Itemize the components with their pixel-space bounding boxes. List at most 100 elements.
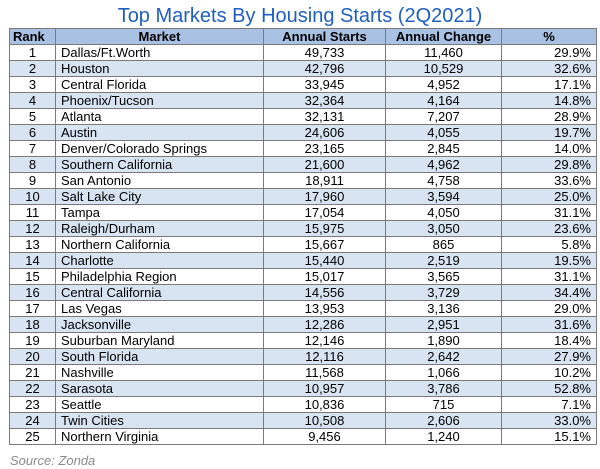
cell-market: Twin Cities [55,412,264,429]
cell-percent: 5.8% [501,236,597,253]
cell-percent: 18.4% [501,332,597,349]
cell-annual-change: 4,952 [385,76,502,93]
cell-market: Northern Virginia [55,428,264,445]
table-row: 19 Suburban Maryland 12,146 1,890 18.4% [9,332,597,349]
cell-annual-change: 3,594 [385,188,502,205]
cell-annual-change: 715 [385,396,502,413]
table-row: 2 Houston 42,796 10,529 32.6% [9,60,597,77]
table-row: 18 Jacksonville 12,286 2,951 31.6% [9,316,597,333]
table-row: 9 San Antonio 18,911 4,758 33.6% [9,172,597,189]
cell-rank: 14 [9,252,56,269]
cell-market: South Florida [55,348,264,365]
cell-percent: 19.7% [501,124,597,141]
cell-annual-starts: 21,600 [263,156,386,173]
table-row: 7 Denver/Colorado Springs 23,165 2,845 14.0% [9,140,597,157]
header-rank: Rank [9,28,56,45]
header-percent: % [501,28,597,45]
cell-rank: 7 [9,140,56,157]
cell-market: Central Florida [55,76,264,93]
cell-annual-change: 1,240 [385,428,502,445]
header-row: Rank Market Annual Starts Annual Change … [9,28,597,45]
cell-percent: 32.6% [501,60,597,77]
cell-rank: 3 [9,76,56,93]
cell-percent: 31.6% [501,316,597,333]
cell-annual-change: 3,565 [385,268,502,285]
cell-rank: 10 [9,188,56,205]
cell-annual-change: 3,786 [385,380,502,397]
cell-annual-change: 3,729 [385,284,502,301]
cell-market: Denver/Colorado Springs [55,140,264,157]
housing-starts-table: Rank Market Annual Starts Annual Change … [9,28,597,445]
cell-annual-starts: 49,733 [263,44,386,61]
cell-annual-starts: 10,508 [263,412,386,429]
table-row: 25 Northern Virginia 9,456 1,240 15.1% [9,428,597,445]
cell-annual-starts: 13,953 [263,300,386,317]
cell-annual-change: 10,529 [385,60,502,77]
cell-percent: 10.2% [501,364,597,381]
cell-percent: 25.0% [501,188,597,205]
cell-annual-change: 2,606 [385,412,502,429]
table-row: 14 Charlotte 15,440 2,519 19.5% [9,252,597,269]
cell-rank: 17 [9,300,56,317]
page-title: Top Markets By Housing Starts (2Q2021) [117,5,483,27]
cell-annual-starts: 33,945 [263,76,386,93]
table-row: 16 Central California 14,556 3,729 34.4% [9,284,597,301]
cell-rank: 20 [9,348,56,365]
cell-annual-starts: 10,957 [263,380,386,397]
table-row: 11 Tampa 17,054 4,050 31.1% [9,204,597,221]
cell-annual-starts: 17,054 [263,204,386,221]
cell-annual-starts: 18,911 [263,172,386,189]
cell-percent: 23.6% [501,220,597,237]
table-row: 4 Phoenix/Tucson 32,364 4,164 14.8% [9,92,597,109]
cell-market: Dallas/Ft.Worth [55,44,264,61]
cell-annual-starts: 15,975 [263,220,386,237]
table-row: 12 Raleigh/Durham 15,975 3,050 23.6% [9,220,597,237]
cell-annual-change: 7,207 [385,108,502,125]
cell-percent: 27.9% [501,348,597,365]
cell-rank: 22 [9,380,56,397]
cell-annual-change: 1,066 [385,364,502,381]
cell-annual-starts: 23,165 [263,140,386,157]
table-row: 1 Dallas/Ft.Worth 49,733 11,460 29.9% [9,44,597,61]
header-annual-change: Annual Change [385,28,502,45]
cell-market: Jacksonville [55,316,264,333]
cell-market: Central California [55,284,264,301]
cell-annual-change: 2,519 [385,252,502,269]
table-row: 17 Las Vegas 13,953 3,136 29.0% [9,300,597,317]
cell-annual-starts: 42,796 [263,60,386,77]
cell-market: Las Vegas [55,300,264,317]
cell-annual-change: 2,845 [385,140,502,157]
cell-annual-starts: 12,116 [263,348,386,365]
cell-market: Nashville [55,364,264,381]
cell-annual-change: 4,164 [385,92,502,109]
cell-percent: 7.1% [501,396,597,413]
cell-percent: 17.1% [501,76,597,93]
table-row: 13 Northern California 15,667 865 5.8% [9,236,597,253]
cell-annual-starts: 12,286 [263,316,386,333]
cell-market: Salt Lake City [55,188,264,205]
cell-rank: 1 [9,44,56,61]
cell-annual-starts: 24,606 [263,124,386,141]
cell-annual-starts: 17,960 [263,188,386,205]
cell-annual-change: 3,136 [385,300,502,317]
cell-annual-starts: 15,667 [263,236,386,253]
cell-market: Northern California [55,236,264,253]
cell-rank: 11 [9,204,56,221]
cell-percent: 14.8% [501,92,597,109]
cell-rank: 12 [9,220,56,237]
cell-market: Atlanta [55,108,264,125]
cell-annual-change: 4,050 [385,204,502,221]
header-annual-starts: Annual Starts [263,28,386,45]
cell-annual-change: 2,951 [385,316,502,333]
cell-annual-change: 2,642 [385,348,502,365]
cell-annual-starts: 15,017 [263,268,386,285]
cell-percent: 31.1% [501,268,597,285]
cell-annual-starts: 9,456 [263,428,386,445]
cell-annual-change: 865 [385,236,502,253]
cell-market: Raleigh/Durham [55,220,264,237]
cell-annual-change: 4,758 [385,172,502,189]
cell-percent: 34.4% [501,284,597,301]
cell-annual-change: 4,055 [385,124,502,141]
table-row: 6 Austin 24,606 4,055 19.7% [9,124,597,141]
table-body: 1 Dallas/Ft.Worth 49,733 11,460 29.9% 2 Housto… [9,44,597,445]
